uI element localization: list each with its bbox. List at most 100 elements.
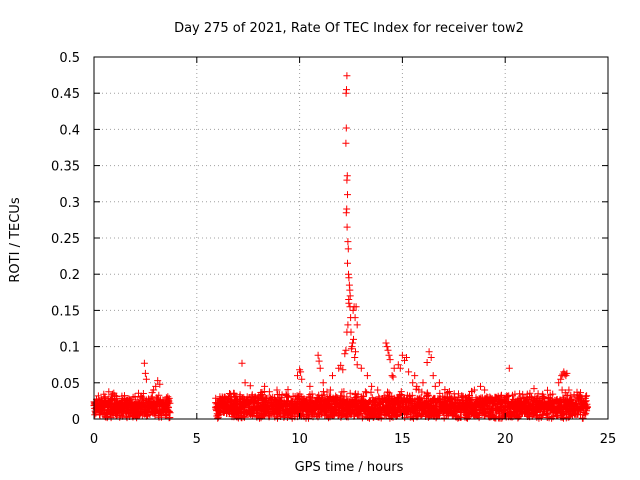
data-point	[343, 72, 351, 80]
y-tick-label: 0.15	[51, 304, 80, 319]
data-point	[374, 386, 382, 394]
data-point	[316, 364, 324, 372]
data-point	[411, 372, 419, 380]
data-point	[340, 388, 348, 396]
grid-lines	[94, 57, 608, 419]
data-point	[481, 386, 489, 394]
x-tick-label: 25	[600, 432, 617, 447]
data-point	[141, 369, 149, 377]
y-tick-label: 0	[72, 413, 80, 428]
data-point	[342, 346, 350, 354]
data-point	[345, 296, 353, 303]
data-point	[384, 346, 392, 354]
data-point	[418, 411, 426, 419]
data-point	[105, 388, 113, 396]
data-point	[351, 354, 359, 361]
data-point	[344, 321, 352, 329]
data-point	[477, 382, 484, 390]
data-point	[166, 409, 174, 417]
data-point	[353, 361, 361, 369]
data-point	[386, 356, 394, 364]
data-point	[241, 413, 248, 421]
data-point	[351, 314, 359, 322]
data-point	[363, 372, 371, 380]
data-point	[388, 372, 396, 380]
data-point	[405, 368, 413, 376]
data-point	[346, 292, 354, 300]
data-point	[142, 375, 150, 383]
data-point	[383, 343, 391, 351]
data-point	[495, 410, 503, 418]
y-tick-label: 0.05	[51, 377, 80, 392]
data-point	[464, 414, 471, 422]
data-point	[350, 335, 357, 343]
data-point	[306, 382, 314, 390]
y-tick-label: 0.4	[59, 123, 80, 138]
data-point	[431, 382, 439, 390]
data-point	[363, 389, 371, 397]
x-axis-label: GPS time / hours	[295, 460, 404, 475]
data-points	[90, 72, 591, 422]
x-tick-label: 20	[497, 432, 514, 447]
data-point	[375, 393, 383, 401]
data-point	[308, 390, 316, 398]
data-point	[278, 391, 286, 399]
y-tick-label: 0.2	[59, 268, 80, 283]
data-point	[265, 388, 273, 396]
data-point	[530, 385, 538, 393]
data-point	[423, 359, 431, 366]
data-point	[385, 351, 393, 359]
chart-title: Day 275 of 2021, Rate Of TEC Index for r…	[174, 21, 524, 36]
data-point	[137, 407, 145, 415]
data-point	[408, 391, 416, 399]
data-point	[409, 379, 417, 387]
data-point	[139, 390, 147, 397]
y-tick-label: 0.35	[51, 160, 80, 175]
data-point	[386, 414, 394, 422]
data-point	[214, 414, 222, 422]
data-point	[343, 223, 351, 231]
data-point	[447, 395, 455, 403]
x-tick-label: 0	[90, 432, 98, 447]
data-point	[342, 209, 350, 217]
x-tick-label: 15	[394, 432, 411, 447]
data-point	[165, 408, 173, 416]
y-axis-label: ROTI / TECUs	[8, 197, 23, 282]
data-point	[368, 382, 376, 390]
data-point	[382, 339, 390, 347]
data-point	[238, 359, 246, 367]
y-tick-label: 0.45	[51, 87, 80, 102]
data-point	[343, 176, 351, 184]
data-point	[359, 393, 367, 401]
y-tick-label: 0.1	[59, 341, 80, 356]
data-point	[319, 379, 327, 387]
x-tick-label: 10	[291, 432, 308, 447]
data-point	[349, 339, 357, 347]
data-point	[514, 414, 522, 422]
y-tick-label: 0.25	[51, 232, 80, 247]
data-point	[342, 89, 350, 97]
x-tick-label: 5	[193, 432, 201, 447]
data-point	[166, 399, 174, 407]
data-point	[357, 364, 365, 372]
data-point	[342, 139, 350, 147]
data-point	[329, 372, 336, 380]
data-point	[155, 391, 163, 399]
data-point	[389, 373, 397, 381]
data-point	[417, 394, 425, 402]
data-point	[266, 411, 274, 419]
data-point	[94, 392, 102, 400]
data-point	[341, 350, 349, 358]
data-point	[347, 328, 355, 336]
data-point	[435, 379, 443, 387]
data-point	[353, 321, 361, 329]
data-point	[344, 245, 352, 253]
data-point	[448, 394, 456, 402]
data-point	[314, 351, 322, 359]
data-point	[344, 191, 351, 199]
data-point	[315, 357, 323, 365]
data-point	[367, 388, 375, 396]
data-point	[140, 359, 148, 367]
data-point	[505, 364, 513, 372]
